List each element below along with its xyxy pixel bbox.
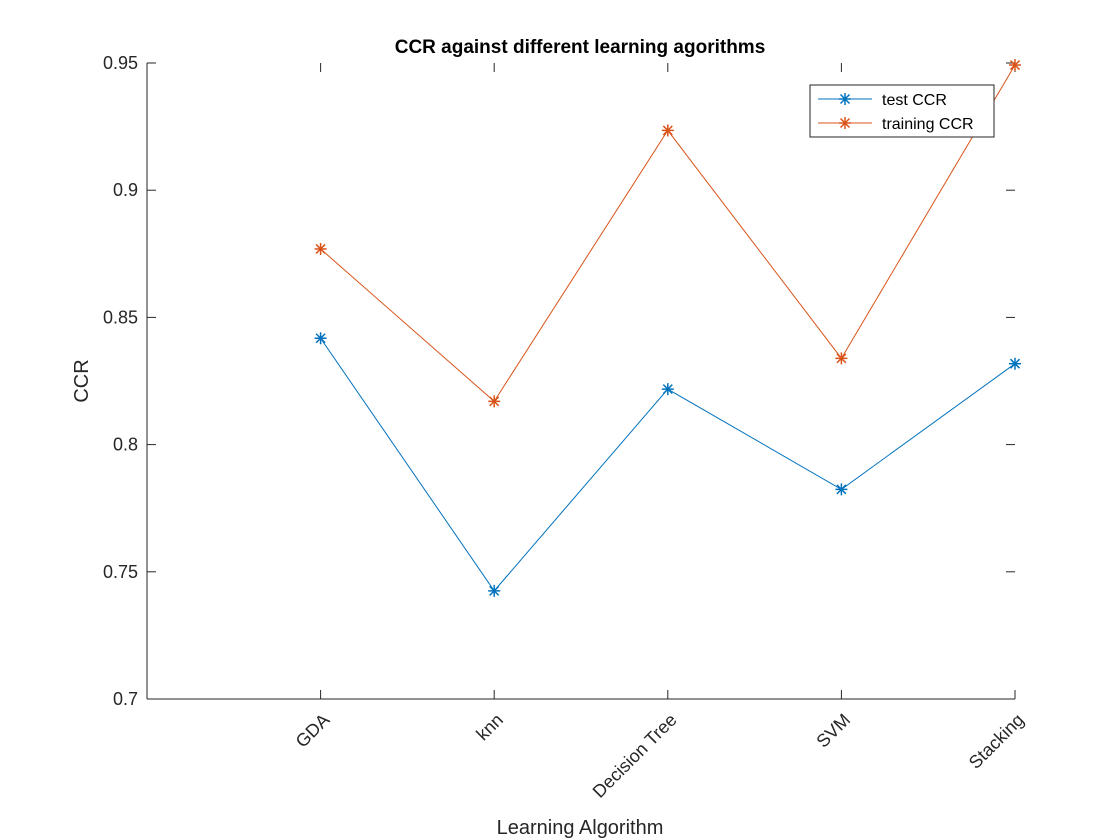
series-1-point xyxy=(661,124,674,137)
y-axis-label: CCR xyxy=(71,359,93,402)
y-tick-label: 0.85 xyxy=(103,307,138,327)
series-0-point xyxy=(314,332,327,345)
series-1-point xyxy=(488,395,501,408)
legend-marker-1 xyxy=(839,117,851,129)
series-1-point xyxy=(1009,59,1021,72)
series-0-point xyxy=(835,483,848,496)
y-tick-label: 0.75 xyxy=(103,562,138,582)
y-tick-label: 0.95 xyxy=(103,53,138,73)
y-tick-label: 0.8 xyxy=(113,435,138,455)
chart-title: CCR against different learning agorithms xyxy=(395,37,766,58)
series-1-point xyxy=(835,352,848,365)
series-0-point xyxy=(661,383,674,396)
plot-area xyxy=(147,63,1015,699)
y-tick-label: 0.9 xyxy=(113,180,138,200)
y-ticks: 0.7 0.75 0.8 0.85 0.9 0.95 xyxy=(103,53,1015,709)
y-tick-label: 0.7 xyxy=(113,689,138,709)
series-1-point xyxy=(314,242,327,255)
legend: test CCR training CCR xyxy=(809,84,995,138)
x-axis-label: Learning Algorithm xyxy=(497,817,664,839)
series-0-point xyxy=(488,584,501,597)
legend-box xyxy=(809,84,995,138)
legend-label-0: test CCR xyxy=(882,92,947,109)
axes xyxy=(146,63,1015,700)
series-0-point xyxy=(1009,357,1021,370)
series-layer xyxy=(314,59,1021,597)
legend-marker-0 xyxy=(839,93,851,105)
legend-label-1: training CCR xyxy=(882,116,974,133)
